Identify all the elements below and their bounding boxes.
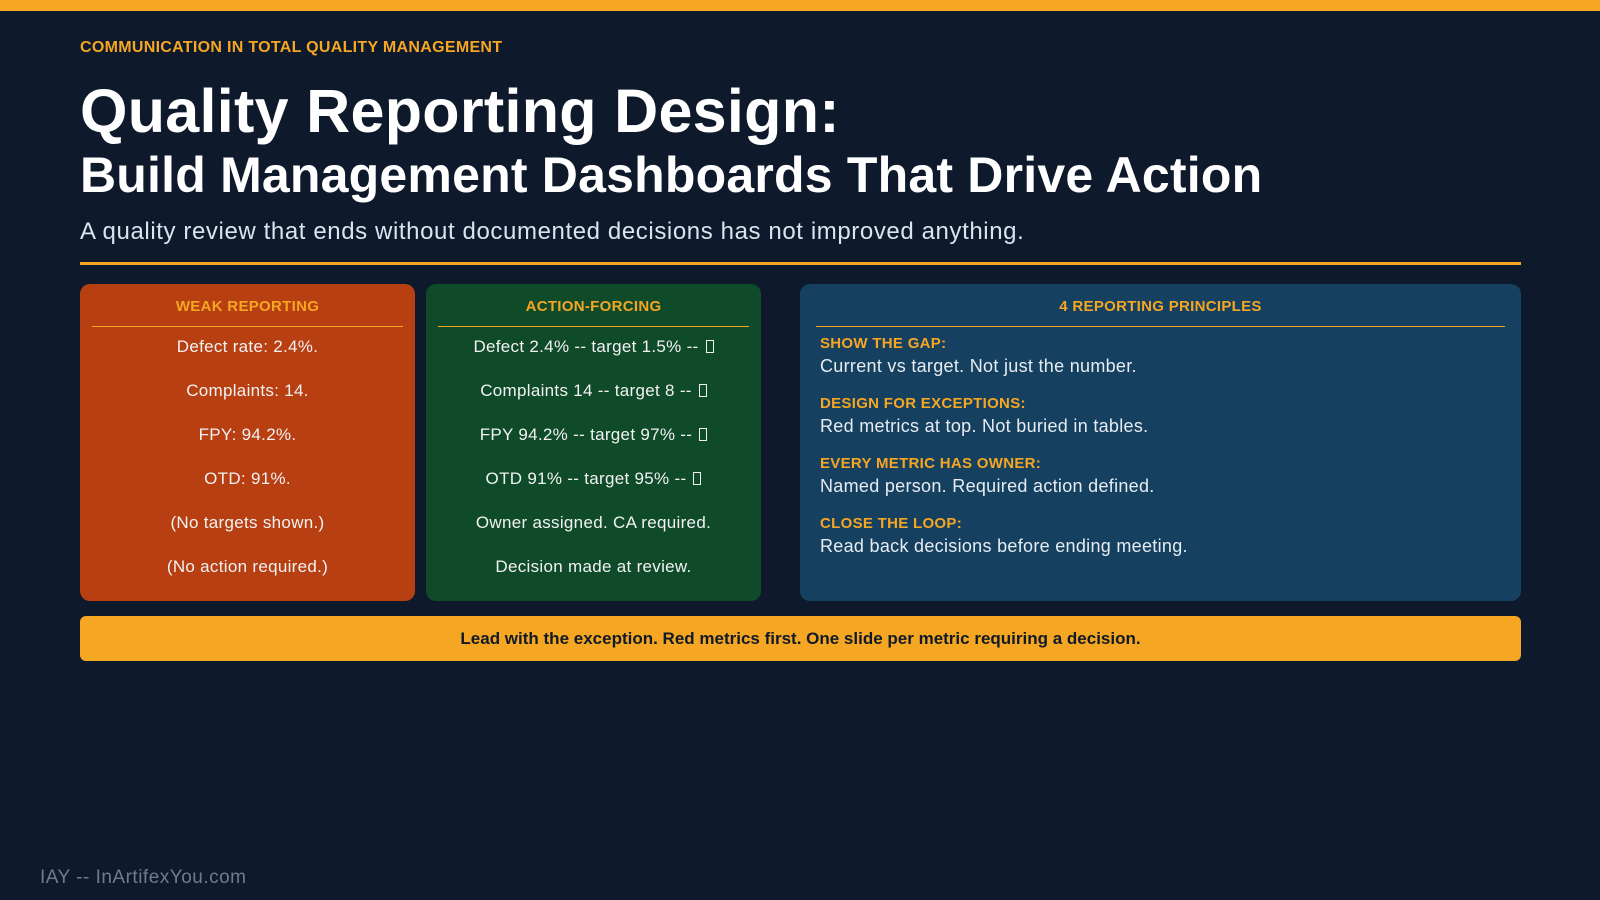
principle-item: SHOW THE GAP: Current vs target. Not jus…: [820, 333, 1521, 393]
card-divider: [438, 326, 749, 327]
list-item: Complaints 14 -- target 8 --: [426, 381, 761, 425]
principle-item: EVERY METRIC HAS OWNER: Named person. Re…: [820, 453, 1521, 513]
status-box-icon: [693, 472, 702, 485]
weak-reporting-list: Defect rate: 2.4%. Complaints: 14. FPY: …: [80, 337, 415, 601]
reporting-principles-heading: 4 REPORTING PRINCIPLES: [1059, 298, 1262, 315]
list-item: Decision made at review.: [495, 557, 692, 576]
top-accent-bar: [0, 0, 1600, 11]
page-subtitle: Build Management Dashboards That Drive A…: [80, 147, 1263, 203]
card-divider: [816, 326, 1505, 327]
list-item: Complaints: 14.: [186, 381, 309, 400]
list-item-text: OTD 91% -- target 95% --: [485, 469, 692, 488]
title-divider: [80, 262, 1521, 265]
principle-title: CLOSE THE LOOP:: [820, 515, 963, 532]
status-box-icon: [705, 340, 714, 353]
tagline: A quality review that ends without docum…: [80, 218, 1025, 245]
principle-item: CLOSE THE LOOP: Read back decisions befo…: [820, 513, 1521, 573]
footer-credit: IAY -- InArtifexYou.com: [40, 867, 247, 888]
principle-title: DESIGN FOR EXCEPTIONS:: [820, 395, 1026, 412]
callout-banner: Lead with the exception. Red metrics fir…: [80, 616, 1521, 661]
list-item: FPY 94.2% -- target 97% --: [426, 425, 761, 469]
principles-list: SHOW THE GAP: Current vs target. Not jus…: [800, 333, 1521, 573]
principle-text: Read back decisions before ending meetin…: [820, 536, 1188, 556]
principle-text: Named person. Required action defined.: [820, 476, 1155, 496]
principle-text: Current vs target. Not just the number.: [820, 356, 1137, 376]
list-item: FPY: 94.2%.: [198, 425, 297, 444]
weak-reporting-card: WEAK REPORTING Defect rate: 2.4%. Compla…: [80, 284, 415, 601]
list-item: (No targets shown.): [170, 513, 325, 532]
principle-item: DESIGN FOR EXCEPTIONS: Red metrics at to…: [820, 393, 1521, 453]
list-item: (No action required.): [166, 557, 329, 576]
list-item-text: Defect 2.4% -- target 1.5% --: [473, 337, 704, 356]
list-item: Owner assigned. CA required.: [475, 513, 712, 532]
eyebrow-label: COMMUNICATION IN TOTAL QUALITY MANAGEMEN…: [80, 39, 503, 56]
reporting-principles-card: 4 REPORTING PRINCIPLES SHOW THE GAP: Cur…: [800, 284, 1521, 601]
card-divider: [92, 326, 403, 327]
principle-title: EVERY METRIC HAS OWNER:: [820, 455, 1042, 472]
action-forcing-card: ACTION-FORCING Defect 2.4% -- target 1.5…: [426, 284, 761, 601]
list-item-text: Complaints 14 -- target 8 --: [480, 381, 697, 400]
weak-reporting-heading: WEAK REPORTING: [175, 298, 320, 315]
list-item: Defect 2.4% -- target 1.5% --: [426, 337, 761, 381]
status-box-icon: [699, 428, 708, 441]
action-forcing-heading: ACTION-FORCING: [525, 298, 662, 315]
list-item: OTD 91% -- target 95% --: [426, 469, 761, 513]
action-forcing-list: Defect 2.4% -- target 1.5% -- Complaints…: [426, 337, 761, 601]
page-title: Quality Reporting Design:: [80, 77, 840, 145]
principle-title: SHOW THE GAP:: [820, 335, 947, 352]
list-item: Defect rate: 2.4%.: [176, 337, 319, 356]
list-item: OTD: 91%.: [204, 469, 291, 488]
principle-text: Red metrics at top. Not buried in tables…: [820, 416, 1149, 436]
list-item-text: FPY 94.2% -- target 97% --: [479, 425, 698, 444]
status-box-icon: [698, 384, 707, 397]
